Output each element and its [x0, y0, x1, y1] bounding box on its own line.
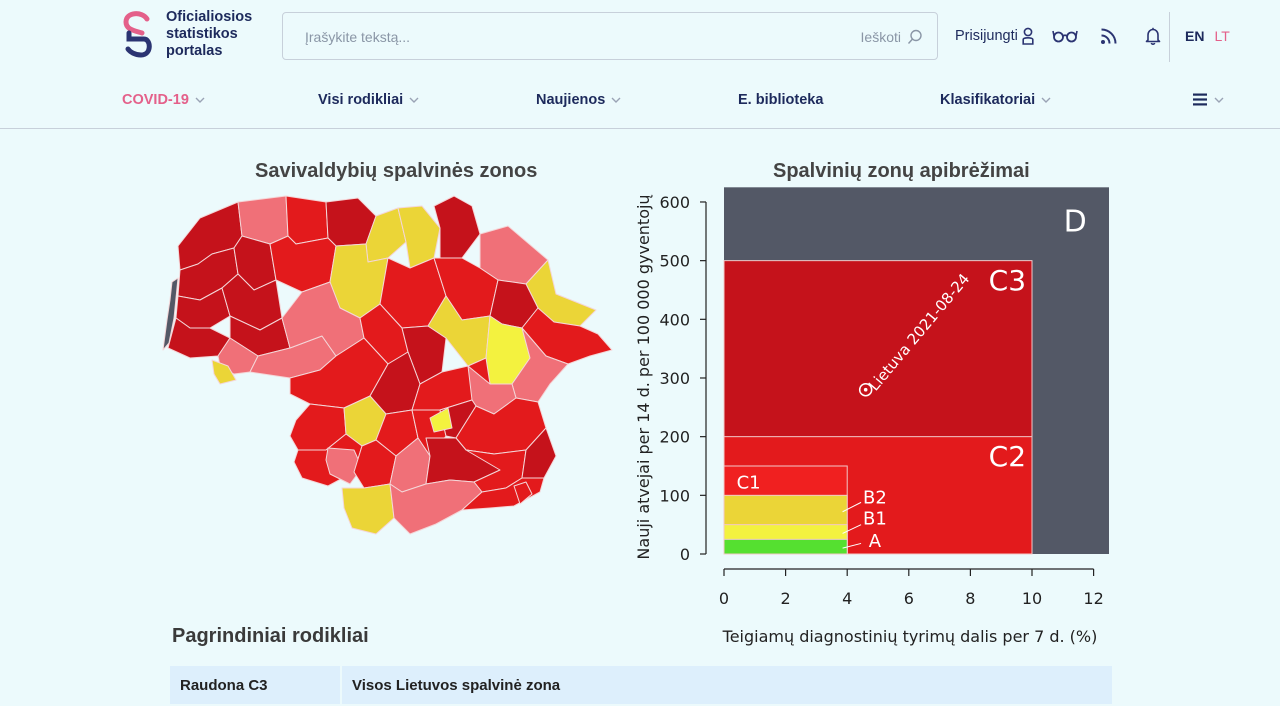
y-tick-label: 0: [680, 545, 690, 564]
top-actions: Prisijungti: [955, 22, 1166, 50]
data-point[interactable]: [858, 382, 873, 397]
search-icon: [907, 29, 922, 44]
nav-e-library[interactable]: E. biblioteka: [738, 92, 823, 108]
zone-label-a: A: [869, 531, 882, 552]
chevron-down-icon: [409, 97, 419, 103]
municipality[interactable]: [341, 483, 395, 535]
municipality[interactable]: [521, 427, 557, 479]
search-box: Ieškoti: [282, 12, 938, 60]
municipality[interactable]: [433, 195, 481, 259]
municipality-zone-map: [150, 188, 620, 548]
nav-all-indicators-label: Visi rodikliai: [318, 92, 404, 108]
zone-label-c1: C1: [737, 472, 761, 493]
accessibility-button[interactable]: [1052, 23, 1078, 49]
user-icon: [1022, 27, 1034, 45]
search-button[interactable]: Ieškoti: [861, 26, 923, 48]
nav-covid-label: COVID-19: [122, 92, 189, 108]
nav-covid[interactable]: COVID-19: [122, 92, 205, 108]
site-logo[interactable]: Oficialiosios statistikos portalas: [120, 9, 260, 63]
header-divider: [1169, 12, 1170, 62]
y-tick-label: 400: [659, 310, 690, 329]
y-tick-label: 300: [659, 369, 690, 388]
y-axis-label: Nauji atvejai per 14 d. per 100 000 gyve…: [634, 194, 653, 559]
notifications-button[interactable]: [1140, 23, 1166, 49]
zone-label-c3: C3: [989, 264, 1026, 297]
search-button-label: Ieškoti: [860, 29, 901, 45]
zone-a[interactable]: [723, 538, 848, 555]
y-tick-label: 100: [659, 486, 690, 505]
zone-cell: Raudona C3: [170, 666, 342, 704]
x-tick-label: 0: [719, 589, 729, 608]
zone-chart-svg: 0 100 200 300 400 500 600 0 2 4 6 8 10 12 Teigiamų dia…: [634, 187, 1109, 646]
zone-label-c2: C2: [989, 440, 1026, 473]
search-input[interactable]: [305, 26, 825, 48]
chevron-down-icon: [195, 97, 205, 103]
nav-e-library-label: E. biblioteka: [738, 92, 824, 108]
municipality[interactable]: [325, 447, 363, 485]
municipality[interactable]: [285, 195, 329, 245]
y-tick-label: 600: [659, 193, 690, 212]
map-title: Savivaldybių spalvinės zonos: [255, 160, 538, 182]
x-tick-label: 6: [904, 589, 914, 608]
nav-news[interactable]: Naujienos: [536, 92, 621, 108]
language-switcher: EN LT: [1185, 28, 1230, 44]
table-row: Raudona C3 Visos Lietuvos spalvinė zona: [170, 666, 1112, 704]
leader-line-b1: [842, 524, 862, 534]
logo-icon: [123, 11, 152, 58]
y-tick-label: 200: [659, 428, 690, 447]
nav-classifiers-label: Klasifikatoriai: [940, 92, 1036, 108]
lang-en[interactable]: EN: [1185, 28, 1205, 44]
leader-line-b2: [842, 501, 862, 513]
zone-label-d: D: [1064, 204, 1087, 239]
rss-icon: [1100, 28, 1117, 44]
logo-line-3: portalas: [166, 43, 223, 59]
hamburger-icon: [1193, 93, 1207, 106]
top-bar: Oficialiosios statistikos portalas Ieško…: [0, 0, 1280, 72]
municipality[interactable]: [211, 359, 237, 385]
chevron-down-icon: [1214, 97, 1224, 103]
zone-label-b1: B1: [863, 509, 887, 530]
x-axis-label: Teigiamų diagnostinių tyrimų dalis per 7…: [722, 627, 1098, 646]
glasses-icon: [1052, 30, 1078, 43]
x-tick-label: 12: [1083, 589, 1103, 608]
x-tick-label: 2: [781, 589, 791, 608]
zone-description-cell: Visos Lietuvos spalvinė zona: [352, 676, 561, 694]
x-tick-label: 10: [1022, 589, 1042, 608]
x-tick-label: 4: [842, 589, 852, 608]
lithuania-map: [162, 195, 613, 535]
login-link[interactable]: Prisijungti: [955, 27, 1034, 45]
y-tick-label: 500: [659, 252, 690, 271]
zone-definition-chart: 0 100 200 300 400 500 600 0 2 4 6 8 10 12 Teigiamų dia…: [630, 185, 1120, 655]
main-indicators-title: Pagrindiniai rodikliai: [172, 625, 369, 647]
chart-title: Spalvinių zonų apibrėžimai: [773, 160, 1030, 182]
rss-button[interactable]: [1096, 23, 1122, 49]
lang-lt[interactable]: LT: [1214, 28, 1230, 44]
bell-icon: [1145, 27, 1161, 45]
nav-classifiers[interactable]: Klasifikatoriai: [940, 92, 1051, 108]
main-nav: COVID-19 Visi rodikliai Naujienos E. bib…: [0, 72, 1280, 129]
x-tick-label: 8: [965, 589, 975, 608]
chevron-down-icon: [1041, 97, 1051, 103]
hamburger-menu-button[interactable]: [1192, 93, 1224, 106]
data-point-center: [863, 387, 868, 392]
nav-news-label: Naujienos: [536, 92, 606, 108]
municipality[interactable]: [429, 407, 453, 433]
login-label: Prisijungti: [955, 28, 1018, 44]
logo-text: Oficialiosios statistikos portalas: [166, 9, 252, 60]
chevron-down-icon: [611, 97, 621, 103]
nav-all-indicators[interactable]: Visi rodikliai: [318, 92, 419, 108]
logo-line-2: statistikos: [166, 26, 238, 42]
leader-line-a: [842, 542, 862, 549]
zone-label-b2: B2: [863, 488, 887, 509]
logo-line-1: Oficialiosios: [166, 9, 253, 25]
municipality[interactable]: [513, 481, 533, 505]
